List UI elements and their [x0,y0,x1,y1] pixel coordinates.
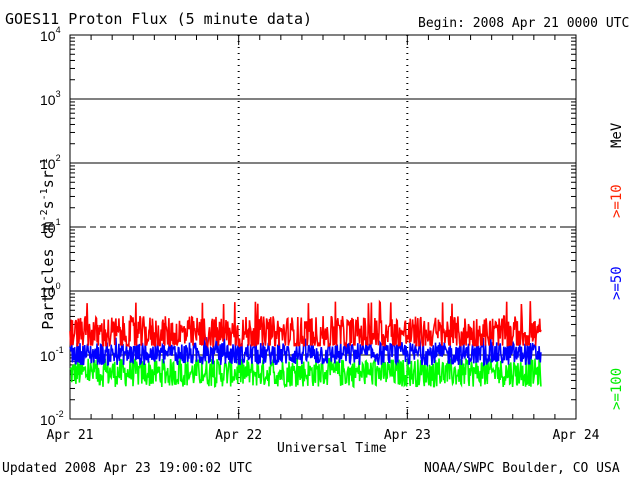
series-line-ge100 [69,356,542,389]
series-line-ge10 [69,299,542,349]
chart-title: GOES11 Proton Flux (5 minute data) [5,10,313,28]
x-axis-label: Universal Time [277,441,387,456]
updated-timestamp: Updated 2008 Apr 23 19:00:02 UTC [2,461,253,476]
series-line-ge50 [69,333,542,367]
legend-ge50: >=50 [609,266,625,300]
y-tick-label: 102 [40,153,61,172]
begin-date: Begin: 2008 Apr 21 0000 UTC [418,16,630,31]
x-tick-label: Apr 22 [215,428,262,443]
unit-label: MeV [609,122,625,148]
legend-ge10: >=10 [609,184,625,218]
x-tick-label: Apr 23 [384,428,431,443]
y-tick-label: 104 [40,25,61,44]
y-axis-label: Particles cm-2s-1sr-1 [38,158,57,330]
y-tick-label: 103 [40,89,61,108]
y-tick-label: 101 [40,217,61,236]
data-source: NOAA/SWPC Boulder, CO USA [424,461,620,476]
plot-frame [69,34,577,420]
legend-ge100: >=100 [609,367,625,410]
y-tick-label: 100 [40,281,61,300]
x-tick-label: Apr 21 [47,428,94,443]
y-tick-label: 10-1 [40,345,64,364]
x-tick-label: Apr 24 [553,428,600,443]
y-tick-label: 10-2 [40,409,64,428]
